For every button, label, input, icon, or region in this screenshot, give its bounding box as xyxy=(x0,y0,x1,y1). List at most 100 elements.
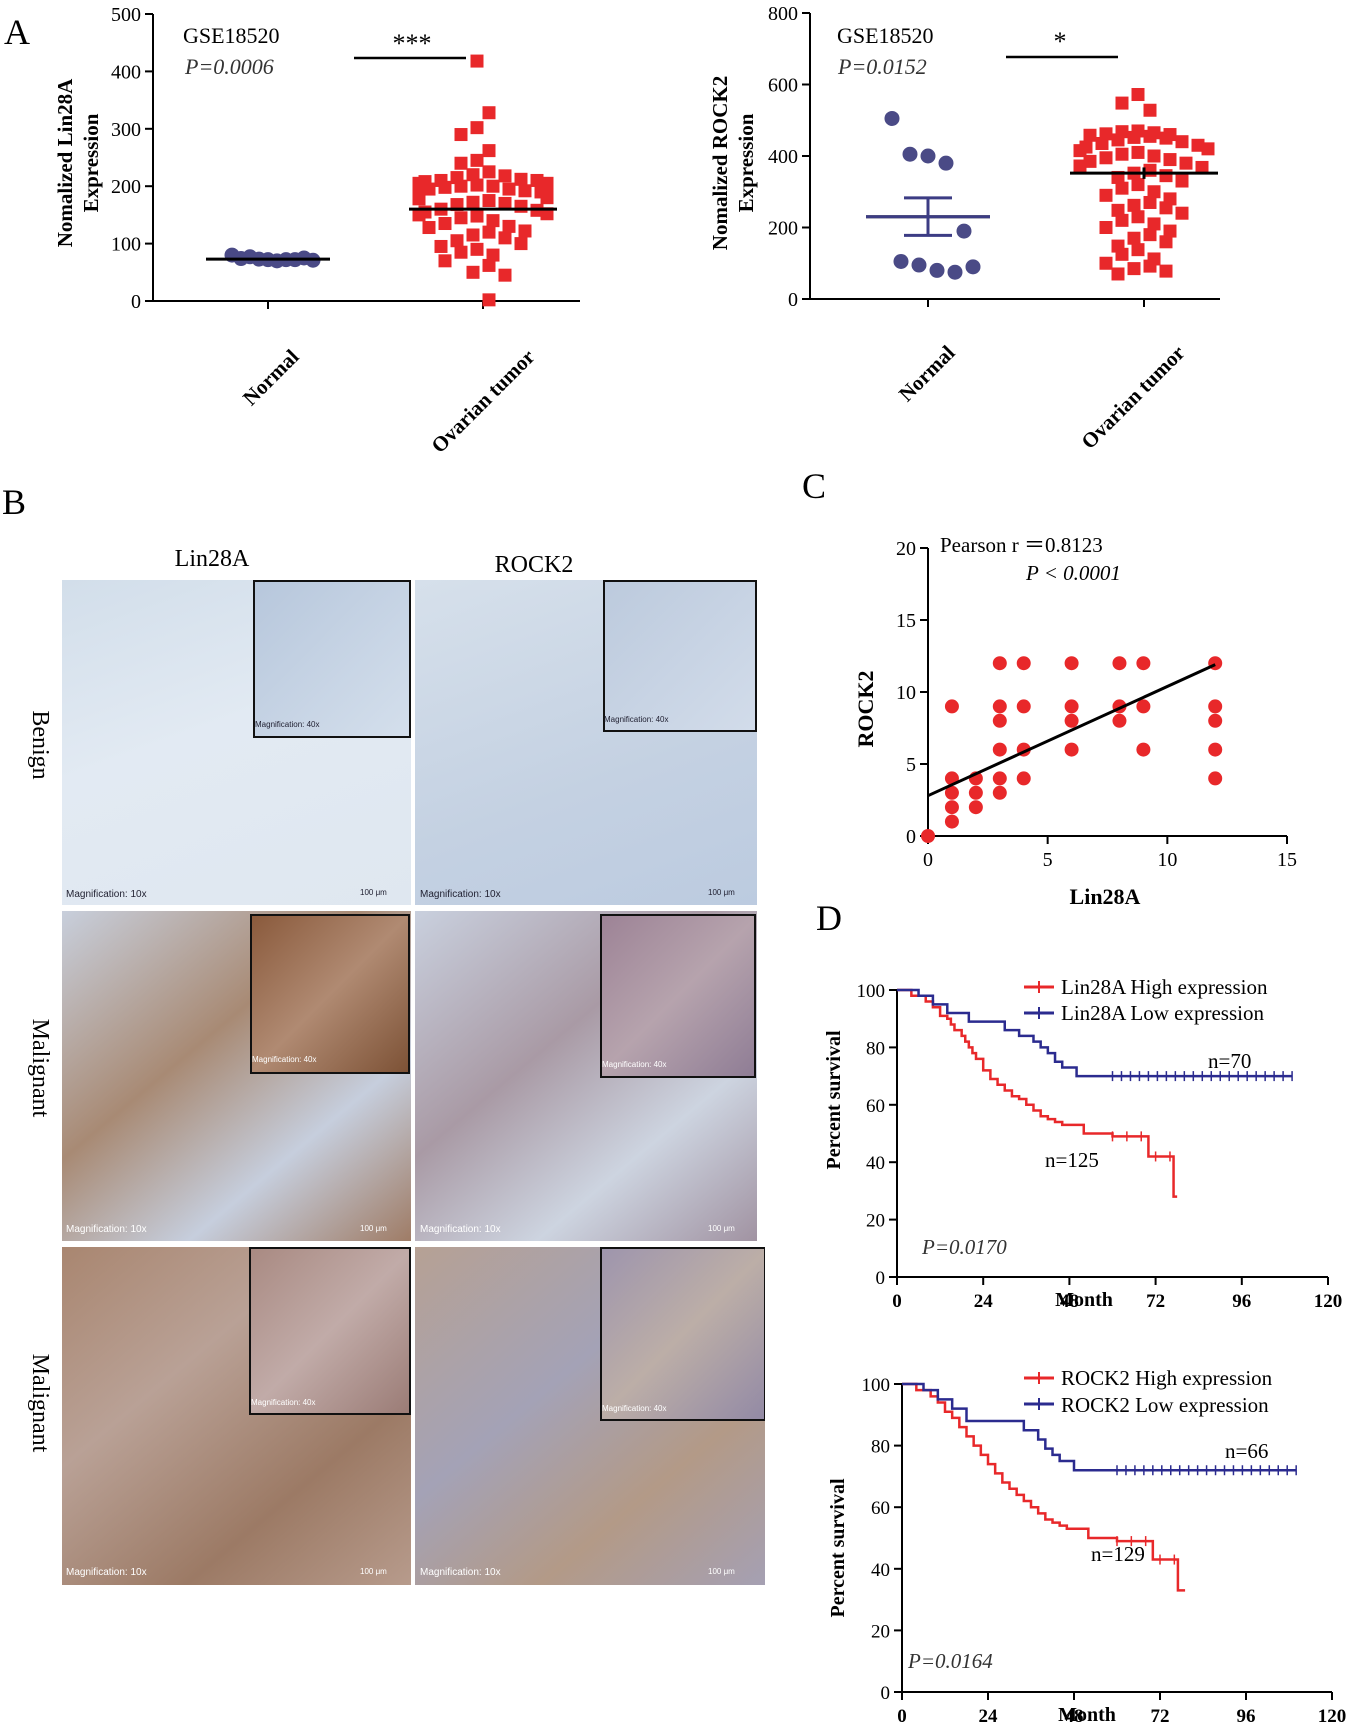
a-left-tumor-point xyxy=(412,208,426,222)
a-right-tumor-point xyxy=(1159,201,1173,215)
legend-d-bottom-low: ROCK2 Low expression xyxy=(1061,1393,1269,1417)
c-point xyxy=(1016,699,1031,714)
d-bottom-ytick-label: 100 xyxy=(862,1375,891,1396)
a-right-normal-point xyxy=(911,257,927,273)
a-left-tumor-point xyxy=(530,173,544,187)
a-left-tumor-point xyxy=(514,237,528,251)
significance-a-right: * xyxy=(1054,27,1067,56)
xcat-a-right-normal: Normal xyxy=(894,340,960,406)
a-right-tumor-point xyxy=(1131,145,1145,159)
a-left-tumor-point xyxy=(502,219,516,233)
inset-rock2-malignant-1 xyxy=(600,914,756,1078)
a-right-tumor-point xyxy=(1163,153,1177,167)
a-right-tumor-point xyxy=(1143,259,1157,273)
a-right-tumor-point xyxy=(1131,88,1145,102)
a-left-tumor-point xyxy=(470,121,484,135)
a-left-tumor-point xyxy=(498,196,512,210)
d-bottom-ytick-label: 20 xyxy=(871,1621,890,1642)
a-right-tumor-point xyxy=(1147,217,1161,231)
a-right-tumor-point xyxy=(1115,213,1129,227)
a-left-tumor-point xyxy=(514,199,528,213)
c-point xyxy=(1016,771,1031,786)
a-right-tumor-point xyxy=(1099,188,1113,202)
a-right-normal-point xyxy=(947,264,963,280)
scale-label-2: 100 μm xyxy=(708,888,735,897)
a-right-tumor-point xyxy=(1131,243,1145,257)
c-point xyxy=(1112,713,1127,728)
pvalue-a-left: P=0.0006 xyxy=(184,54,274,79)
count-d-bottom-low: n=66 xyxy=(1225,1439,1268,1463)
c-ytick-label: 20 xyxy=(896,538,916,560)
panel-label-b: B xyxy=(2,482,26,522)
dataset-label-a-right: GSE18520 xyxy=(837,23,934,48)
d-top-xtick-label: 24 xyxy=(974,1291,994,1312)
c-ytick-label: 0 xyxy=(906,826,916,848)
a-left-tumor-point xyxy=(466,195,480,209)
c-xtick-label: 10 xyxy=(1157,849,1177,871)
d-top-survival-curve-high xyxy=(897,988,1178,1198)
xlabel-c: Lin28A xyxy=(1070,884,1141,909)
column-label-rock2: ROCK2 xyxy=(495,552,574,578)
inset-label-1: Magnification: 40x xyxy=(255,720,320,729)
xlabel-d-bottom: Month xyxy=(1058,1704,1116,1723)
annotation-c-1: Pearson r ＝0.8123 xyxy=(940,533,1103,557)
a-left-tumor-point xyxy=(514,172,528,186)
a-right-tumor-point xyxy=(1159,131,1173,145)
c-point xyxy=(1136,742,1151,757)
c-point xyxy=(1112,656,1127,671)
a-left-tumor-point xyxy=(454,179,468,193)
mag-label-5: Magnification: 10x xyxy=(66,1567,147,1578)
a-right-tumor-point xyxy=(1131,210,1145,224)
a-left-tumor-point xyxy=(454,128,468,142)
c-point xyxy=(1136,656,1151,671)
c-point xyxy=(1064,742,1079,757)
chart-d-rock2-survival: Percent survival Month P=0.0164 ROCK2 Hi… xyxy=(827,1366,1346,1723)
a-left-tumor-point xyxy=(470,54,484,68)
a-right-tumor-point xyxy=(1099,151,1113,165)
a-left-tumor-point xyxy=(486,248,500,262)
a-right-tumor-point xyxy=(1073,144,1087,158)
panel-label-d: D xyxy=(816,898,842,938)
a-right-ytick-label: 600 xyxy=(768,75,798,97)
a-left-tumor-point xyxy=(466,168,480,182)
d-top-ytick-label: 60 xyxy=(866,1096,885,1117)
xcat-a-left-normal: Normal xyxy=(238,344,304,410)
a-left-tumor-point xyxy=(502,182,516,196)
c-point xyxy=(992,742,1007,757)
mag-label-1: Magnification: 10x xyxy=(66,889,147,900)
c-xtick-label: 15 xyxy=(1277,849,1297,871)
a-left-tumor-point xyxy=(412,192,426,206)
c-ytick-label: 5 xyxy=(906,754,916,776)
row-label-benign: Benign xyxy=(27,710,53,779)
c-xtick-label: 0 xyxy=(923,849,933,871)
c-point xyxy=(1136,699,1151,714)
d-bottom-survival-curve-low xyxy=(902,1382,1297,1472)
inset-lin28a-malignant-2 xyxy=(249,1247,411,1415)
scale-label-5: 100 μm xyxy=(360,1567,387,1576)
a-right-normal-point xyxy=(920,148,936,164)
a-right-tumor-point xyxy=(1083,154,1097,168)
d-top-xtick-label: 96 xyxy=(1232,1291,1251,1312)
ylabel-d-top: Percent survival xyxy=(823,1030,845,1169)
a-left-tumor-point xyxy=(482,165,496,179)
inset-rock2-benign xyxy=(603,580,757,732)
c-point xyxy=(1208,742,1223,757)
a-left-tumor-point xyxy=(518,184,532,198)
a-left-ytick-label: 0 xyxy=(131,291,141,313)
a-left-tumor-point xyxy=(454,156,468,170)
legend-d-top-low: Lin28A Low expression xyxy=(1061,1001,1264,1025)
d-top-xtick-label: 0 xyxy=(892,1291,902,1312)
micrograph-rock2-malignant-2 xyxy=(414,1246,766,1586)
panel-b-labels: Lin28A ROCK2 Benign Malignant Malignant xyxy=(27,546,573,1453)
inset-lin28a-benign xyxy=(253,580,411,738)
c-point xyxy=(1208,771,1223,786)
d-bottom-xtick-label: 24 xyxy=(979,1706,999,1723)
a-left-tumor-point xyxy=(486,214,500,228)
a-left-tumor-point xyxy=(454,211,468,225)
a-right-tumor-point xyxy=(1147,149,1161,163)
column-label-lin28a: Lin28A xyxy=(175,546,250,572)
c-point xyxy=(1064,656,1079,671)
panel-label-a: A xyxy=(4,12,30,52)
mag-label-6: Magnification: 10x xyxy=(420,1567,501,1578)
